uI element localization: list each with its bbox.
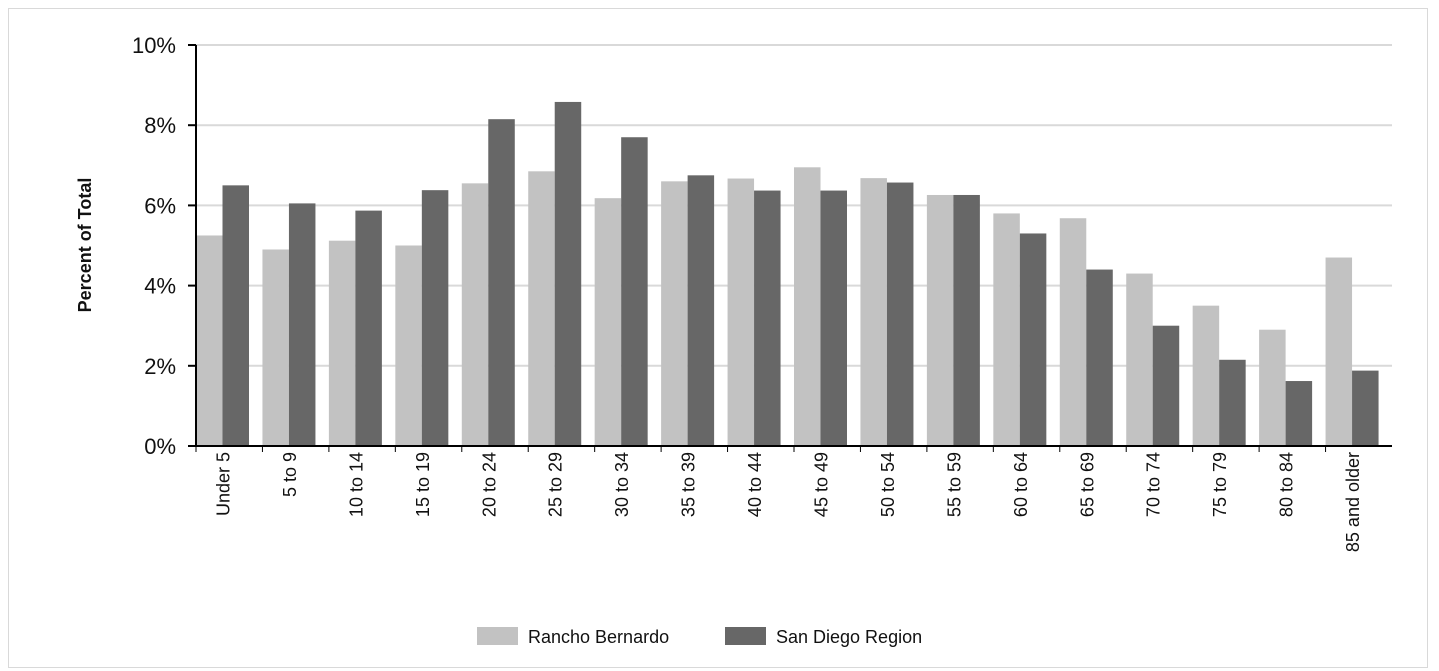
bar-rancho-bernardo	[1192, 305, 1220, 446]
bars	[196, 101, 1379, 447]
x-tick-label: 35 to 39	[679, 452, 699, 517]
bar-group	[1325, 257, 1379, 446]
x-tick-label: 75 to 79	[1210, 452, 1230, 517]
y-axis-title: Percent of Total	[75, 178, 95, 313]
x-tick-label: 70 to 74	[1144, 452, 1164, 517]
bar-group	[727, 178, 781, 446]
bar-group	[860, 178, 914, 446]
bar-san-diego-region	[687, 175, 715, 446]
bar-group	[262, 203, 316, 446]
x-tick-label: 10 to 14	[346, 452, 366, 517]
y-axis-ticks: 0% 2% 4% 6% 8% 10%	[132, 33, 196, 459]
legend-item: San Diego Region	[725, 627, 922, 647]
x-tick-label: 55 to 59	[944, 452, 964, 517]
bar-rancho-bernardo	[1259, 329, 1286, 446]
bar-rancho-bernardo	[926, 194, 954, 446]
x-axis-labels: Under 5 5 to 9 10 to 14 15 to 19 20 to 24 25 …	[195, 446, 1363, 552]
bar-rancho-bernardo	[993, 213, 1020, 446]
bar-san-diego-region	[1019, 233, 1047, 446]
x-tick-label: 5 to 9	[280, 452, 300, 497]
bar-san-diego-region	[621, 137, 648, 447]
bar-group	[528, 101, 582, 446]
y-tick-label: 8%	[144, 113, 176, 138]
y-tick-label: 2%	[144, 354, 176, 379]
bar-rancho-bernardo	[1059, 218, 1087, 446]
bar-rancho-bernardo	[727, 178, 755, 446]
bar-rancho-bernardo	[1126, 273, 1153, 446]
bar-group	[1192, 305, 1246, 446]
bar-rancho-bernardo	[1325, 257, 1353, 446]
bar-san-diego-region	[886, 182, 914, 446]
bar-group	[794, 167, 847, 446]
bar-rancho-bernardo	[860, 178, 887, 446]
legend-label: Rancho Bernardo	[528, 627, 669, 647]
bar-rancho-bernardo	[328, 240, 356, 446]
bar-group	[196, 185, 249, 446]
bar-san-diego-region	[820, 190, 847, 446]
x-tick-label: 25 to 29	[546, 452, 566, 517]
x-tick-label: 20 to 24	[479, 452, 499, 517]
bar-san-diego-region	[1152, 325, 1180, 446]
bar-san-diego-region	[754, 190, 781, 446]
x-tick-label: 30 to 34	[612, 452, 632, 517]
legend: Rancho Bernardo San Diego Region	[477, 627, 922, 647]
bar-group	[1126, 273, 1180, 446]
bar-san-diego-region	[222, 185, 249, 446]
bar-rancho-bernardo	[528, 171, 555, 446]
bar-group	[993, 213, 1047, 446]
bar-group	[661, 175, 715, 446]
x-tick-label: 85 and older	[1343, 452, 1363, 552]
bar-rancho-bernardo	[794, 167, 821, 446]
x-tick-label: 40 to 44	[745, 452, 765, 517]
x-tick-label: 15 to 19	[413, 452, 433, 517]
x-tick-label: 80 to 84	[1277, 452, 1297, 517]
y-tick-label: 0%	[144, 434, 176, 459]
bar-san-diego-region	[1086, 269, 1113, 446]
bar-san-diego-region	[953, 194, 980, 446]
bar-san-diego-region	[1352, 370, 1379, 446]
bar-rancho-bernardo	[196, 235, 223, 446]
bar-san-diego-region	[1219, 359, 1246, 446]
bar-san-diego-region	[421, 190, 449, 446]
x-tick-label: 60 to 64	[1011, 452, 1031, 517]
bar-rancho-bernardo	[262, 249, 289, 446]
legend-item: Rancho Bernardo	[477, 627, 669, 647]
bar-group	[328, 210, 382, 446]
bar-group	[1259, 329, 1313, 446]
bar-group	[461, 119, 515, 446]
legend-label: San Diego Region	[776, 627, 922, 647]
bar-san-diego-region	[554, 101, 582, 446]
y-tick-label: 4%	[144, 274, 176, 299]
bar-group	[395, 190, 449, 446]
bar-group	[1059, 218, 1113, 446]
x-tick-label: 50 to 54	[878, 452, 898, 517]
bar-san-diego-region	[488, 119, 515, 446]
bar-san-diego-region	[1285, 381, 1313, 446]
x-tick-label: 65 to 69	[1077, 452, 1097, 517]
legend-swatch	[477, 627, 518, 645]
bar-rancho-bernardo	[661, 181, 688, 446]
bar-rancho-bernardo	[461, 183, 489, 446]
y-tick-label: 6%	[144, 193, 176, 218]
bar-rancho-bernardo	[395, 245, 422, 446]
bar-group	[926, 194, 980, 446]
y-tick-label: 10%	[132, 33, 176, 58]
bar-san-diego-region	[288, 203, 316, 446]
x-tick-label: Under 5	[214, 452, 234, 516]
legend-swatch	[725, 627, 766, 645]
x-tick-label: 45 to 49	[812, 452, 832, 517]
bar-group	[594, 137, 648, 447]
bar-rancho-bernardo	[594, 198, 622, 446]
bar-san-diego-region	[355, 210, 382, 446]
